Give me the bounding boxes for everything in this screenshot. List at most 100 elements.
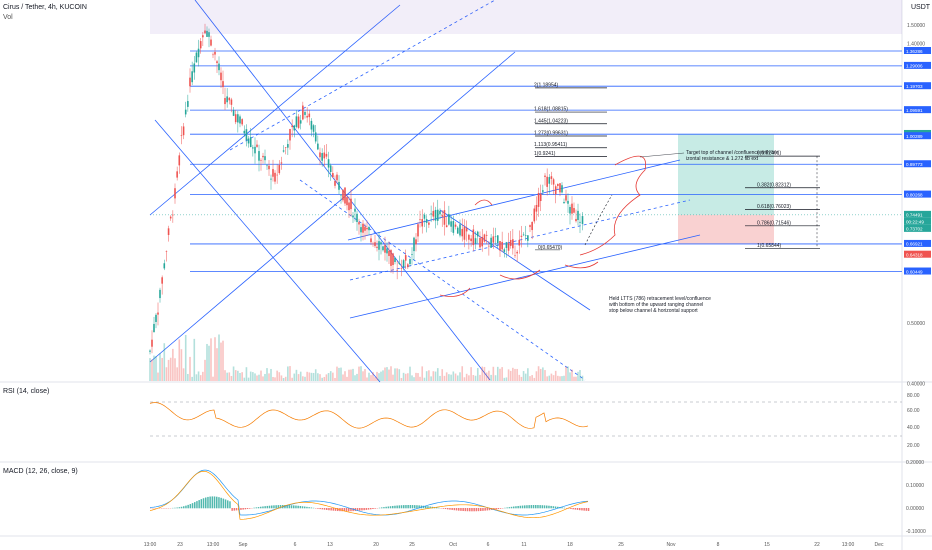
volume-bar [218,334,220,381]
candle-body [544,175,546,177]
volume-bar [577,371,579,381]
candle-body [531,221,533,231]
volume-bar [220,342,222,381]
price-tag-text: 1.00289 [906,134,923,139]
candle-body [573,208,575,213]
rsi-tick: 60.00 [907,408,920,414]
volume-bar [299,371,302,381]
volume-bar [214,337,216,381]
candle-body [485,234,488,236]
macd-histogram [249,508,251,509]
candle-body [178,155,181,166]
candle-body [441,215,444,217]
stop-zone [678,214,774,244]
price-tag [904,132,931,140]
time-tick: 15 [764,542,770,548]
candle-body [358,222,360,225]
price-tag [904,239,931,247]
volume-bar [268,373,270,381]
fib-ext-label: 2(1.18954) [534,82,559,88]
volume-bar [396,368,398,381]
volume-bar [378,373,380,381]
macd-histogram [174,507,176,509]
volume-bar [208,345,210,381]
macd-histogram [572,508,574,510]
candle-body [443,210,446,225]
fib-low-label: 0(0.65470) [538,245,563,251]
candle-body [352,215,354,218]
volume-bar [459,372,461,381]
macd-histogram [255,507,258,509]
candle-body [392,253,394,266]
volume-bar [264,373,266,381]
volume-bar [483,366,486,381]
candle-body [490,237,492,248]
macd-histogram [202,498,205,509]
candle-body [193,63,196,73]
candle-body [180,135,183,136]
volume-bar [415,372,417,381]
volume-bar [197,371,200,381]
candle-body [533,208,536,222]
macd-histogram [442,508,445,509]
volume-bar [409,366,411,381]
macd-histogram [378,507,381,509]
candle-body [291,125,293,128]
channel-mid [229,0,496,151]
volume-bar [550,373,553,381]
candle-body [514,255,516,257]
macd-tick: -0.10000 [906,529,926,535]
candle-body [561,185,563,193]
price-tag [904,210,931,218]
volume-bar [368,372,370,381]
macd-histogram [581,508,583,511]
rsi-label: RSI (14, close) [3,388,50,395]
candle-body [518,239,521,246]
macd-histogram [341,508,343,512]
volume-bar [204,359,206,381]
volume-bar [370,375,372,381]
volume-bar [239,372,241,381]
macd-histogram [438,507,440,509]
held-annotation: stop below channel & horizontal support [609,308,698,314]
volume-bar [249,371,252,381]
candle-body [321,153,323,161]
macd-histogram [552,506,555,509]
candle-body [362,223,364,233]
volume-bar [354,375,356,381]
macd-histogram [297,505,299,509]
descending-lower [154,119,381,383]
candle-body [364,226,366,231]
macd-histogram [563,507,566,509]
candle-body [254,146,256,154]
macd-histogram [308,507,310,509]
volume-bar [573,376,575,381]
macd-label: MACD (12, 26, close, 9) [3,468,78,475]
macd-histogram [345,508,348,512]
candle-body [550,176,553,179]
price-tag-text: 1.09591 [906,108,923,113]
volume-bar [419,376,421,381]
volume-bar [258,374,260,381]
volume-bar [180,349,183,381]
macd-histogram [451,508,453,510]
volume-bar [394,368,396,381]
price-tag [904,82,931,90]
macd-histogram [400,505,403,509]
volume-bar [165,367,168,381]
macd-histogram [550,505,552,509]
volume-bar [434,371,437,381]
candle-body [350,198,352,210]
price-tag [904,267,931,275]
candle-body [222,81,224,88]
macd-histogram [235,508,238,511]
fib-ext-label: 1.113(0.95411) [534,142,568,148]
volume-bar [360,366,362,381]
volume-bar [488,370,490,381]
macd-histogram [348,508,350,512]
candle-body [402,260,405,268]
volume-bar [169,357,172,381]
rsi-tick: 40.00 [907,425,920,431]
volume-bar [468,375,470,381]
